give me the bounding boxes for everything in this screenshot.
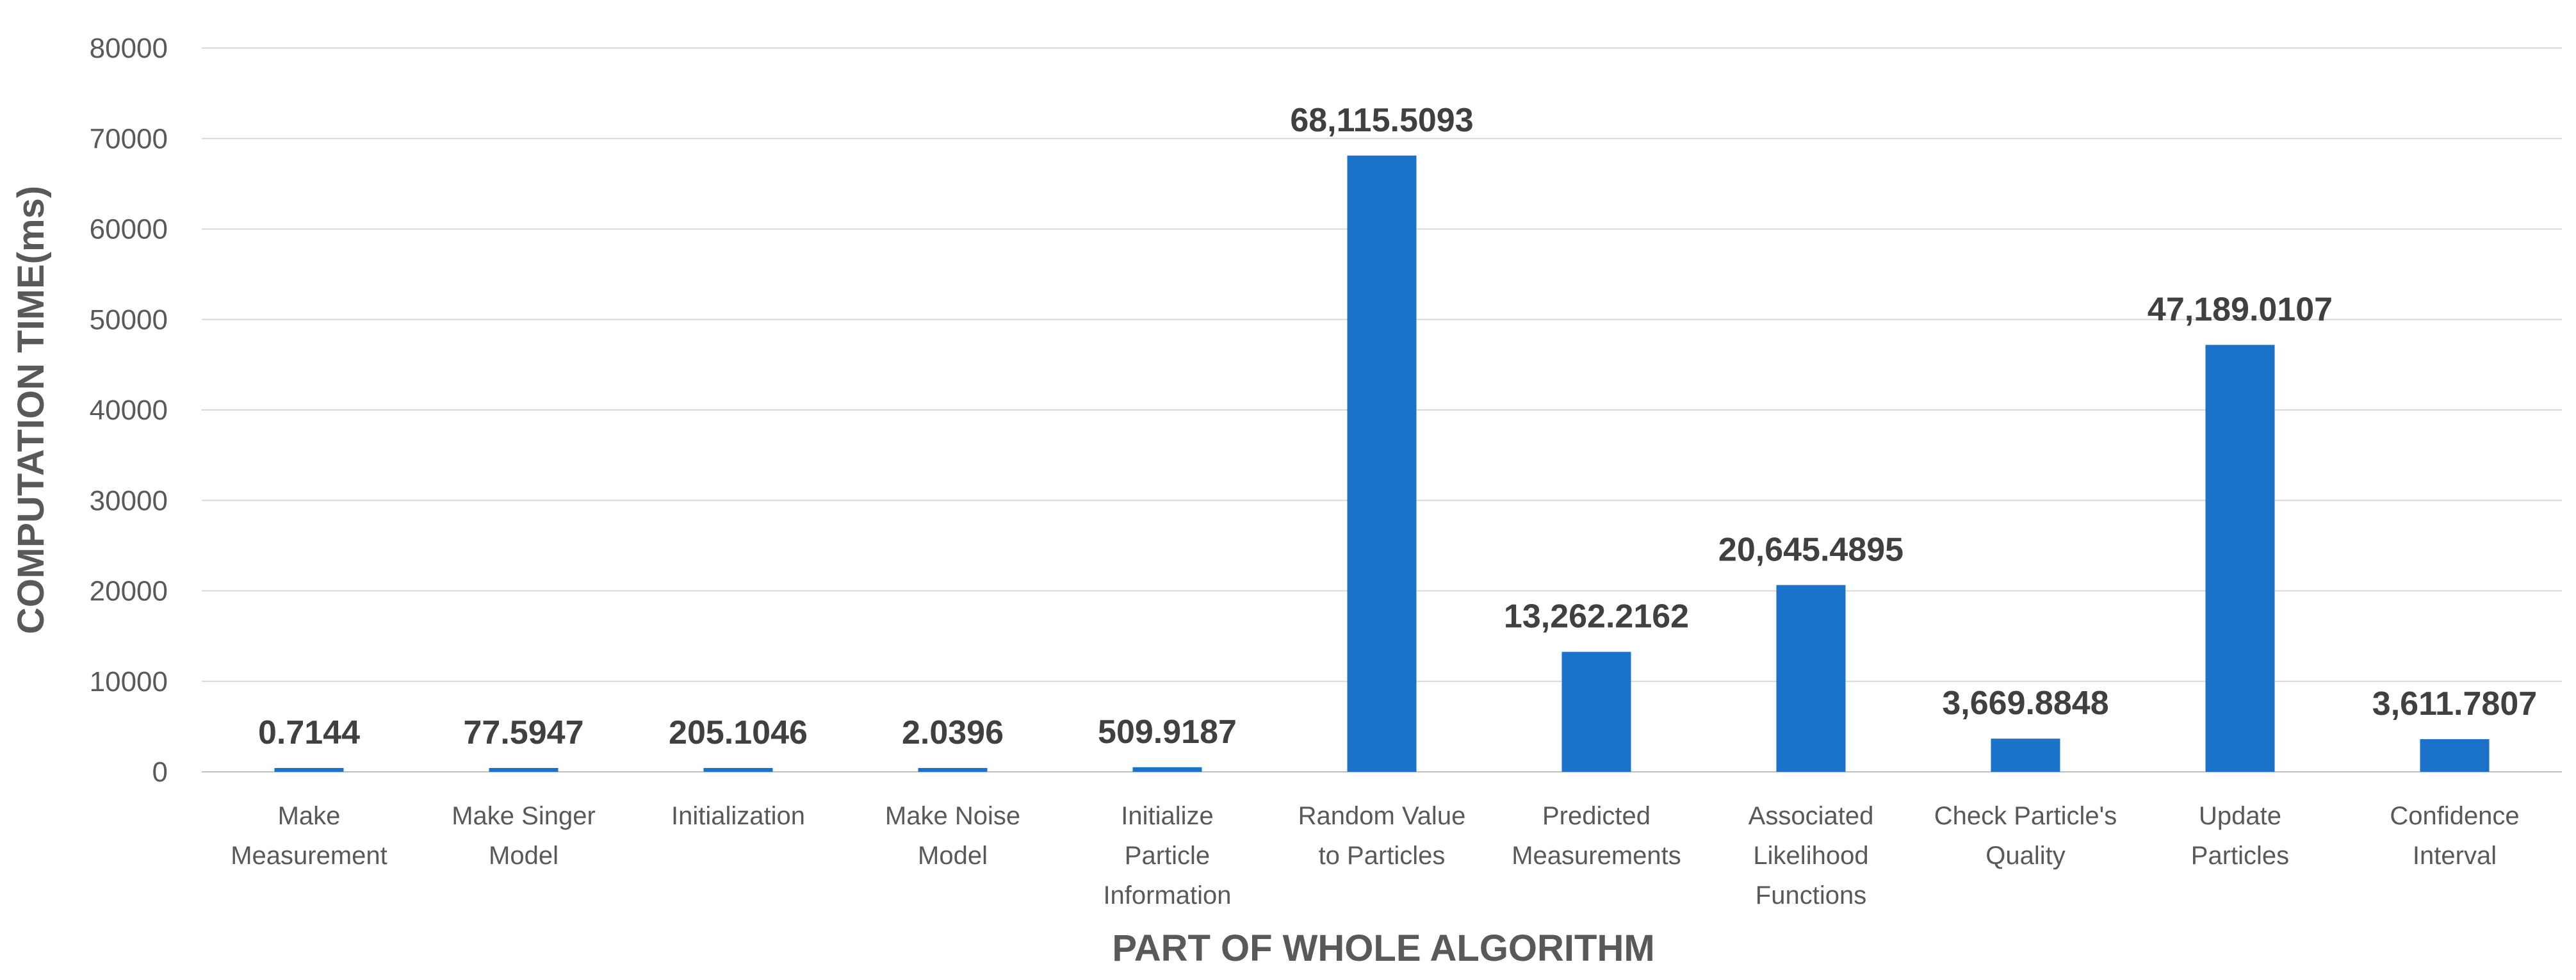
x-tick-label-line: Information xyxy=(1103,881,1231,910)
x-tick-label: Associated Likelihood Functions xyxy=(1749,802,1874,910)
x-tick-label: Initialization xyxy=(671,802,805,830)
y-axis-title: COMPUTATION TIME(ms) xyxy=(10,186,52,634)
y-tick-label: 20000 xyxy=(90,576,168,607)
x-tick-label-line: Initialize xyxy=(1121,802,1214,830)
bars xyxy=(274,155,2490,772)
x-tick-label-line: Measurement xyxy=(231,842,387,870)
x-tick-label: Predicted Measurements xyxy=(1512,802,1681,870)
data-label: 13,262.2162 xyxy=(1504,598,1689,635)
y-tick-label: 70000 xyxy=(90,123,168,154)
x-tick-label-line: Check Particle's xyxy=(1934,802,2117,830)
x-tick-label-line: Model xyxy=(489,842,558,870)
data-label: 3,611.7807 xyxy=(2372,685,2537,723)
x-tick-label-line: Quality xyxy=(1985,842,2066,870)
x-tick-label-line: Functions xyxy=(1756,881,1866,910)
x-tick-label-line: Interval xyxy=(2413,842,2497,870)
x-tick-label: Make Noise Model xyxy=(885,802,1020,870)
y-tick-label: 40000 xyxy=(90,395,168,426)
x-tick-label-line: Likelihood xyxy=(1753,842,1868,870)
bar xyxy=(1132,767,1202,772)
bar xyxy=(1561,651,1631,772)
x-tick-label-line: Update xyxy=(2199,802,2281,830)
x-tick-label: Confidence Interval xyxy=(2390,802,2519,870)
x-tick-label-line: Particle xyxy=(1125,842,1210,870)
x-tick-label-line: Model xyxy=(918,842,988,870)
bar xyxy=(1347,155,1417,772)
x-tick-label: Update Particles xyxy=(2191,802,2289,870)
y-tick-label: 0 xyxy=(152,756,168,788)
data-label: 2.0396 xyxy=(902,714,1004,751)
x-tick-label-line: Predicted xyxy=(1542,802,1651,830)
x-tick-label-line: Measurements xyxy=(1512,842,1681,870)
x-tick-label-line: Confidence xyxy=(2390,802,2519,830)
x-tick-label-line: Make xyxy=(278,802,341,830)
bar xyxy=(703,768,773,772)
bar xyxy=(918,768,988,772)
x-tick-label: Make Singer Model xyxy=(452,802,596,870)
data-label: 20,645.4895 xyxy=(1718,531,1903,568)
y-tick-label: 10000 xyxy=(90,666,168,698)
y-tick-label: 50000 xyxy=(90,304,168,336)
y-axis-ticks: 0 10000 20000 30000 40000 50000 60000 70000 8000… xyxy=(90,33,168,788)
data-label: 68,115.5093 xyxy=(1290,102,1473,139)
data-label: 0.7144 xyxy=(258,714,360,751)
x-tick-label: Make Measurement xyxy=(231,802,387,870)
x-tick-label-line: Make Noise xyxy=(885,802,1020,830)
bar xyxy=(274,768,344,772)
bar xyxy=(1991,739,2060,772)
y-tick-label: 80000 xyxy=(90,33,168,64)
bar xyxy=(2205,345,2275,772)
x-tick-label: Random Value to Particles xyxy=(1298,802,1466,870)
x-tick-label-line: to Particles xyxy=(1319,842,1446,870)
x-axis-title: PART OF WHOLE ALGORITHM xyxy=(1112,927,1654,969)
y-tick-label: 60000 xyxy=(90,214,168,245)
bar xyxy=(2420,739,2490,772)
x-tick-label-line: Particles xyxy=(2191,842,2289,870)
data-label: 509.9187 xyxy=(1098,714,1237,751)
x-tick-label-line: Initialization xyxy=(671,802,805,830)
x-tick-label-line: Random Value xyxy=(1298,802,1466,830)
data-label: 47,189.0107 xyxy=(2148,291,2333,328)
data-label: 77.5947 xyxy=(464,714,584,751)
bar xyxy=(1776,585,1846,772)
x-tick-label-line: Associated xyxy=(1749,802,1874,830)
bar xyxy=(489,768,558,772)
y-tick-label: 30000 xyxy=(90,485,168,516)
x-tick-label-line: Make Singer xyxy=(452,802,596,830)
x-axis-ticks: Make Measurement Make Singer Model Initializ… xyxy=(231,802,2519,910)
x-tick-label: Initialize Particle Information xyxy=(1103,802,1231,910)
data-label: 3,669.8848 xyxy=(1942,685,2108,722)
x-tick-label: Check Particle's Quality xyxy=(1934,802,2117,870)
data-label: 205.1046 xyxy=(669,714,808,751)
data-labels: 0.7144 77.5947 205.1046 2.0396 509.9187 68,11… xyxy=(258,102,2537,751)
